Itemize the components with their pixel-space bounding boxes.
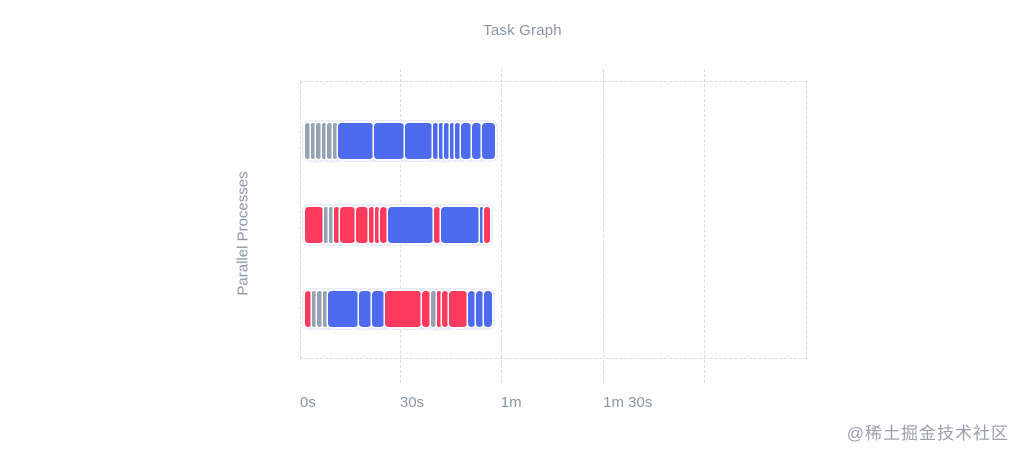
task-segment-red [374,207,380,243]
task-segment-blue [476,291,484,327]
plot-area [300,69,807,383]
task-segment-blue [373,123,404,159]
task-segment-blue [472,123,482,159]
task-segment-blue [372,291,384,327]
task-segment-blue [484,291,492,327]
task-track-process-3 [302,288,495,330]
watermark: @稀土掘金技术社区 [846,424,1009,443]
task-segment-blue [444,123,449,159]
task-segment-red [422,291,431,327]
gridline [704,69,706,383]
task-segment-red [305,207,323,243]
gridline [602,69,604,383]
task-segment-blue [433,123,438,159]
task-segment-red [384,291,422,327]
task-segment-red [334,207,339,243]
task-segment-blue [327,291,359,327]
task-segment-blue [440,207,480,243]
task-segment-blue [480,207,484,243]
x-tick-label: 0s [300,394,316,411]
x-tick-label: 1m 30s [603,394,653,411]
y-axis-label: Parallel Processes [234,171,252,296]
chart-title: Task Graph [483,22,562,39]
task-segment-blue [387,207,434,243]
task-segment-red [380,207,387,243]
task-segment-red [369,207,374,243]
task-segment-red [448,291,467,327]
task-segment-gray [329,207,334,243]
task-segment-gray [322,291,327,327]
task-segment-blue [460,123,472,159]
task-segment-blue [359,291,372,327]
task-segment-red [305,291,311,327]
gridline [500,69,502,383]
task-segment-red [434,207,440,243]
task-segment-red [339,207,356,243]
task-segment-blue [338,123,373,159]
task-segment-gray [332,123,338,159]
task-segment-gray [431,291,436,327]
task-segment-red [484,207,490,243]
task-segment-gray [317,291,322,327]
x-tick-label: 30s [399,394,425,411]
task-segment-gray [311,291,317,327]
task-segment-gray [310,123,316,159]
x-tick-label: 1m [500,394,522,411]
task-segment-blue [467,291,476,327]
task-segment-blue [449,123,455,159]
task-segment-gray [327,123,332,159]
task-track-process-1 [302,120,498,162]
task-segment-blue [438,123,444,159]
task-segment-blue [404,123,433,159]
task-segment-gray [321,123,327,159]
task-segment-red [356,207,369,243]
task-segment-red [436,291,442,327]
task-track-process-2 [302,204,493,246]
task-segment-blue [455,123,460,159]
task-segment-blue [482,123,495,159]
task-segment-gray [316,123,321,159]
task-segment-gray [305,123,310,159]
task-segment-gray [323,207,329,243]
task-segment-red [442,291,448,327]
